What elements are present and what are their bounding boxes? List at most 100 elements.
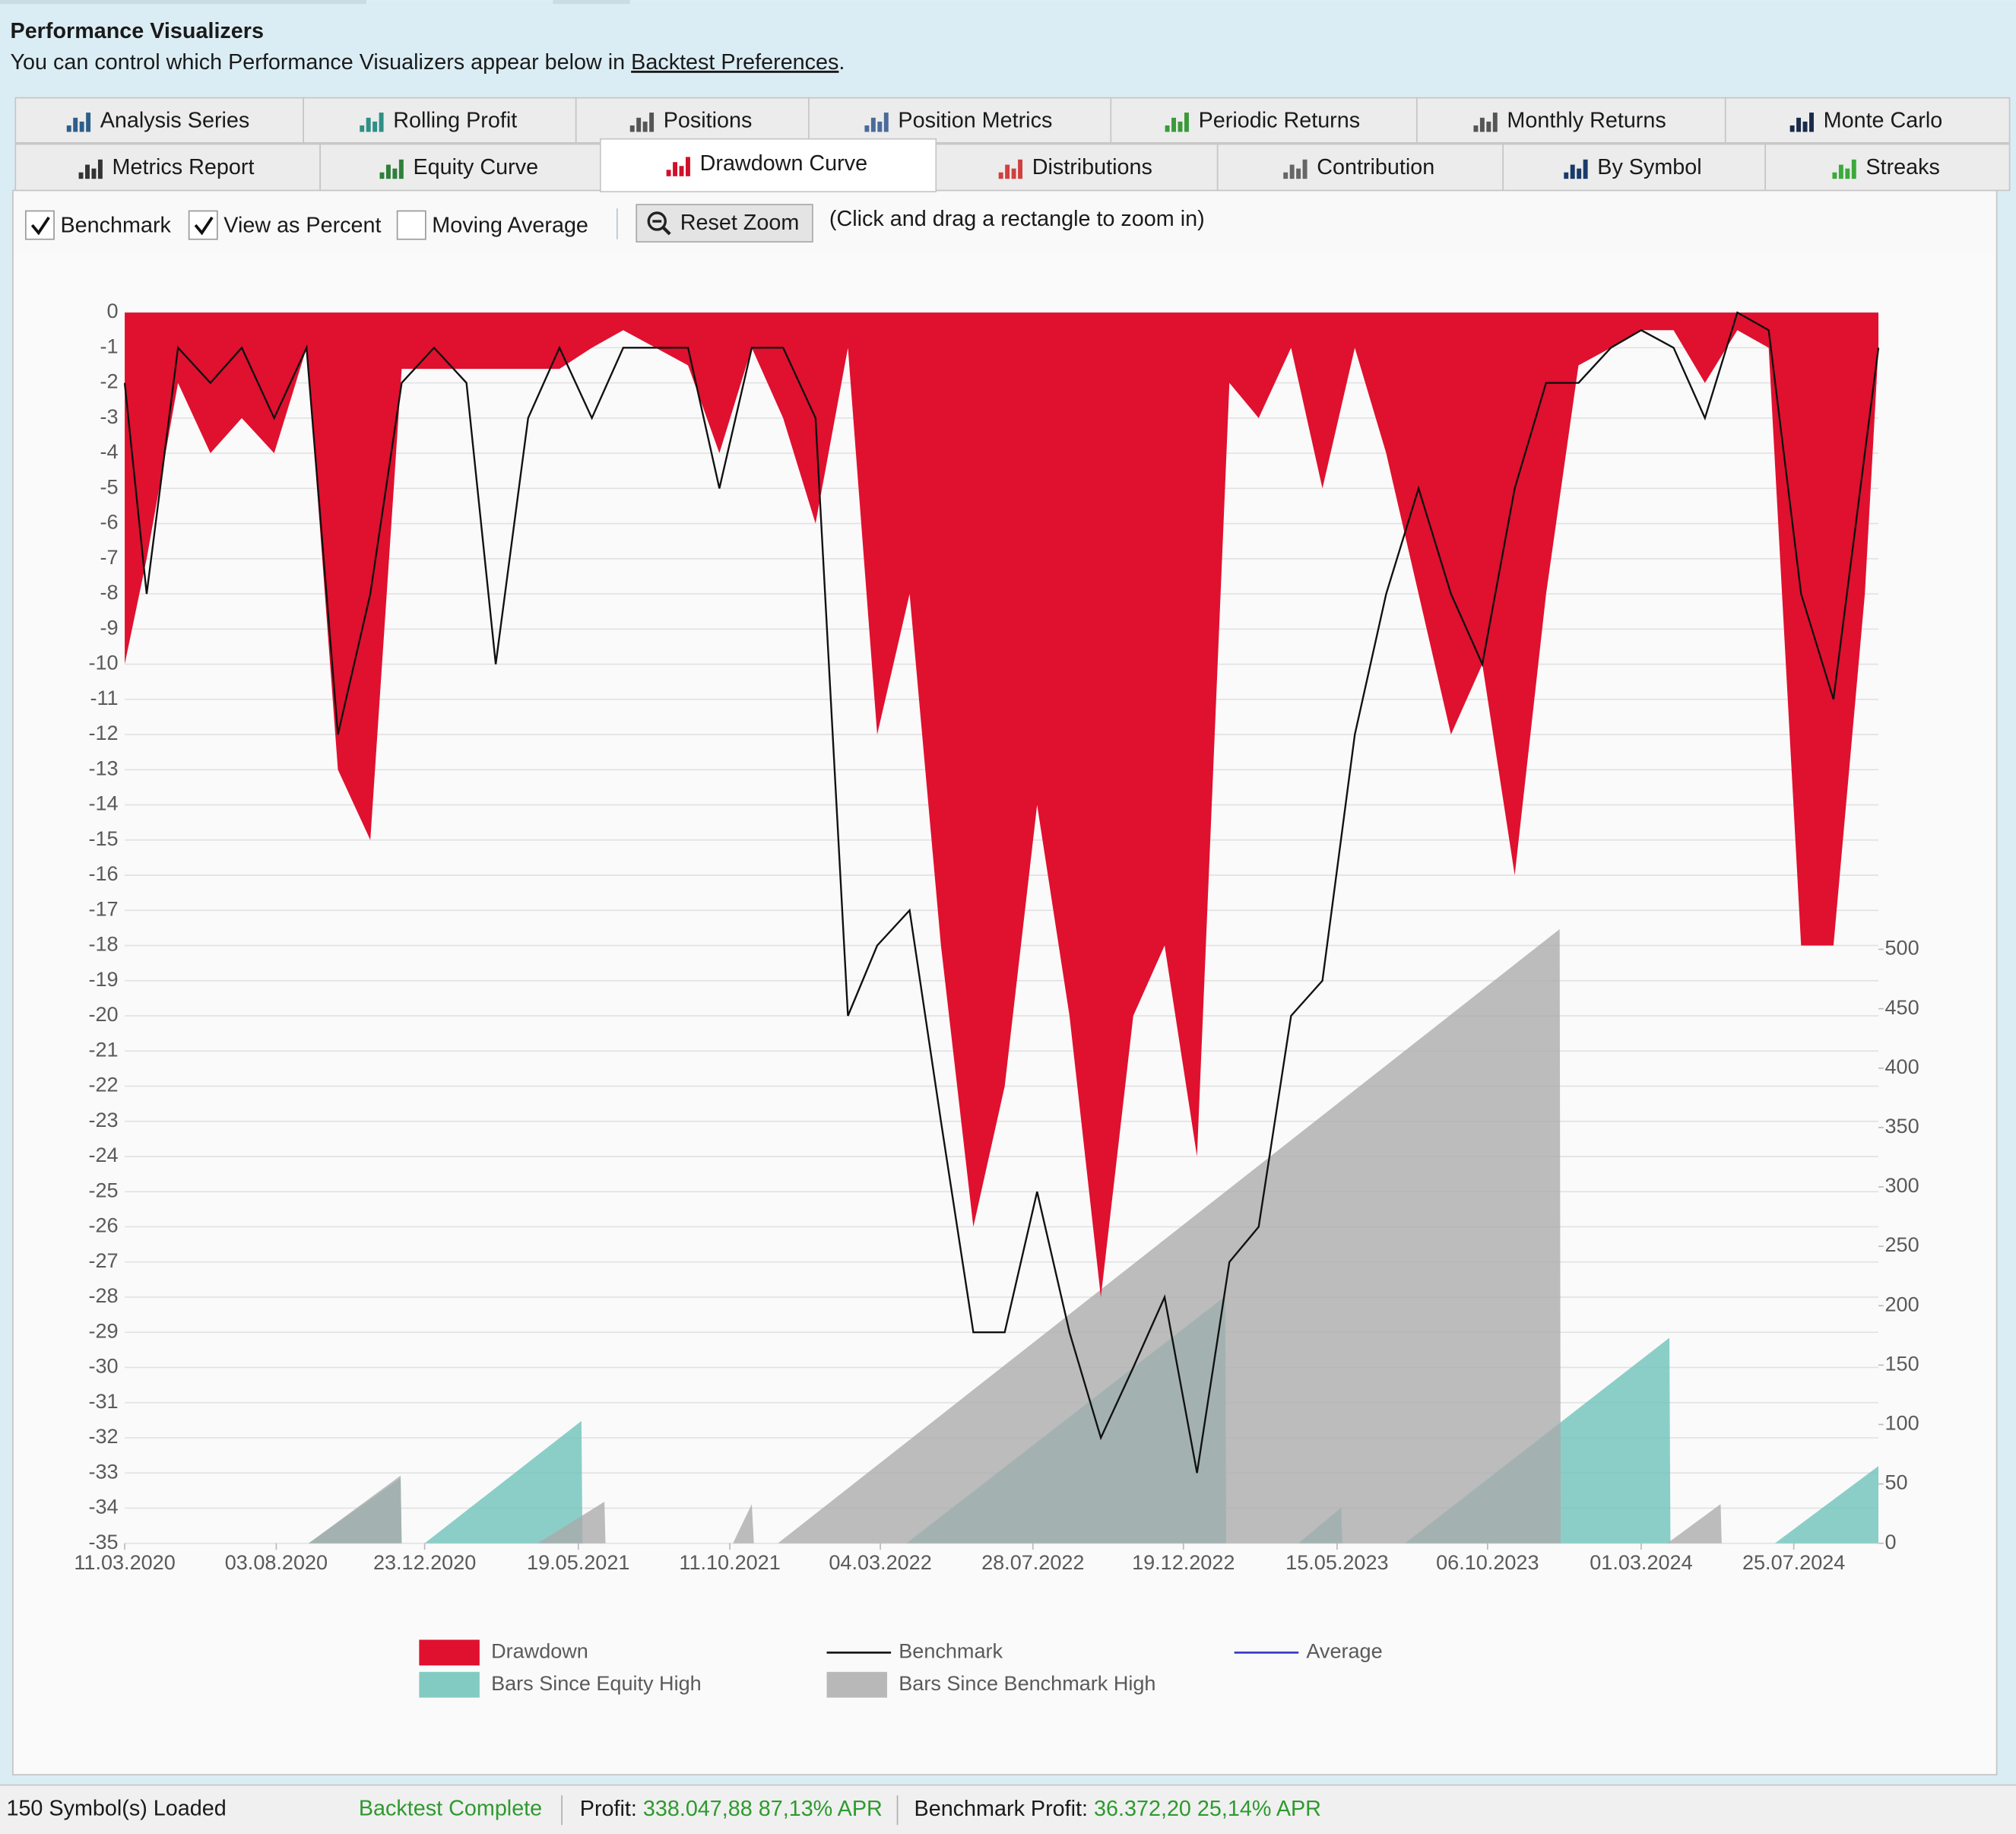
y-tick-label: -5 xyxy=(100,475,119,498)
y-tick-label: -1 xyxy=(100,335,119,357)
tab-icon xyxy=(1005,164,1010,179)
tab[interactable] xyxy=(1216,143,1504,192)
x-tick-label: 19.12.2022 xyxy=(1132,1551,1235,1574)
tab-icon xyxy=(1789,125,1795,132)
tab-icon xyxy=(679,166,684,176)
x-tick-label: 01.03.2024 xyxy=(1590,1551,1692,1574)
tab[interactable] xyxy=(14,97,304,144)
tab-icon xyxy=(379,113,384,132)
y-tick-label: -17 xyxy=(89,897,119,920)
y2-tick-label: 250 xyxy=(1884,1233,1919,1256)
y-tick-label: -30 xyxy=(89,1355,119,1378)
y-tick-label: -28 xyxy=(89,1284,119,1307)
y-tick-label: -18 xyxy=(89,933,119,956)
tab[interactable] xyxy=(935,143,1219,192)
y-tick-label: -13 xyxy=(89,757,119,779)
tab-icon xyxy=(1486,121,1491,132)
x-tick-label: 15.05.2023 xyxy=(1285,1551,1388,1574)
legend-label: Benchmark xyxy=(899,1640,1003,1663)
checkbox[interactable] xyxy=(24,210,55,240)
tab-icon xyxy=(1577,168,1582,179)
chart: -35-34-33-32-31-30-29-28-27-26-25-24-23-… xyxy=(15,253,1995,1772)
button-label: Reset Zoom xyxy=(680,211,800,235)
header-text: You can control which Performance Visual… xyxy=(11,50,845,75)
tab-icon xyxy=(1473,125,1479,132)
legend-label: Bars Since Benchmark High xyxy=(899,1672,1155,1695)
y-tick-label: -11 xyxy=(90,687,119,709)
y-tick-label: -29 xyxy=(89,1319,119,1342)
tab-icon xyxy=(379,172,385,179)
tab-label: Monte Carlo xyxy=(1824,109,1943,133)
tab-icon xyxy=(1832,172,1837,179)
benchmark-label: Benchmark Profit: xyxy=(914,1796,1094,1820)
tab-label: Drawdown Curve xyxy=(700,151,867,176)
tab-icon xyxy=(642,121,648,132)
tab-icon xyxy=(673,162,678,176)
profit-label: Profit: xyxy=(580,1796,643,1820)
tab-icon xyxy=(649,113,655,132)
area xyxy=(125,928,1879,1544)
y-tick-label: -19 xyxy=(89,968,119,991)
tab[interactable] xyxy=(1415,97,1726,144)
checkbox[interactable] xyxy=(188,210,218,240)
legend-label: Average xyxy=(1306,1640,1382,1663)
y-tick-label: -2 xyxy=(100,370,119,393)
tab-icon xyxy=(73,117,78,132)
tab-icon xyxy=(78,172,84,179)
tab[interactable] xyxy=(14,143,321,192)
tab-label: Metrics Report xyxy=(113,155,255,179)
y2-tick-label: 0 xyxy=(1884,1531,1896,1553)
y-tick-label: 0 xyxy=(107,300,119,322)
header-desc: You can control which Performance Visual… xyxy=(11,50,632,75)
checkbox[interactable] xyxy=(396,210,426,240)
tab-icon xyxy=(1802,121,1808,132)
y-tick-label: -23 xyxy=(89,1109,119,1131)
line xyxy=(123,311,1880,1474)
y-tick-label: -15 xyxy=(89,827,119,850)
zoom-icon xyxy=(662,226,671,236)
y-tick-label: -32 xyxy=(89,1425,119,1448)
tab-icon xyxy=(629,125,635,132)
x-tick-label: 11.03.2020 xyxy=(74,1551,175,1574)
tab-icon xyxy=(1011,168,1016,179)
tab-icon xyxy=(398,159,404,179)
tab-icon xyxy=(1165,125,1170,132)
tab[interactable] xyxy=(1724,97,2011,144)
y-tick-label: -21 xyxy=(89,1038,119,1061)
x-tick-label: 11.10.2021 xyxy=(679,1551,780,1574)
header-period: . xyxy=(838,50,845,75)
checkbox-label: View as Percent xyxy=(223,213,381,237)
tab[interactable] xyxy=(319,143,601,192)
x-tick-label: 19.05.2021 xyxy=(527,1551,629,1574)
top-strip xyxy=(553,0,630,5)
y-tick-label: -24 xyxy=(89,1144,119,1166)
tab-icon xyxy=(86,113,91,132)
y-tick-label: -33 xyxy=(89,1460,119,1483)
tab-icon xyxy=(1583,159,1588,179)
tab-icon xyxy=(686,157,690,176)
preferences-link[interactable]: Backtest Preferences xyxy=(631,50,838,75)
tab[interactable] xyxy=(807,97,1112,144)
legend-swatch xyxy=(419,1671,480,1698)
tab[interactable] xyxy=(600,138,937,192)
status-state: Backtest Complete xyxy=(359,1796,542,1820)
top-strip xyxy=(0,0,367,5)
tab[interactable] xyxy=(1764,143,2011,192)
tab-icon xyxy=(1845,168,1850,179)
tab[interactable] xyxy=(1502,143,1767,192)
tab-icon xyxy=(1570,164,1575,179)
tab-label: Position Metrics xyxy=(898,109,1052,133)
tab-icon xyxy=(1302,159,1308,179)
tab-icon xyxy=(372,121,378,132)
tab-label: Positions xyxy=(664,109,753,133)
y-tick-label: -10 xyxy=(89,652,119,674)
tab[interactable] xyxy=(303,97,577,144)
y2-tick-label: 500 xyxy=(1884,937,1919,960)
tab-icon xyxy=(360,125,365,132)
tab[interactable] xyxy=(1110,97,1418,144)
tab-icon xyxy=(1809,113,1814,132)
area xyxy=(125,1296,1879,1544)
tab-icon xyxy=(1184,113,1189,132)
tab-icon xyxy=(392,168,398,179)
